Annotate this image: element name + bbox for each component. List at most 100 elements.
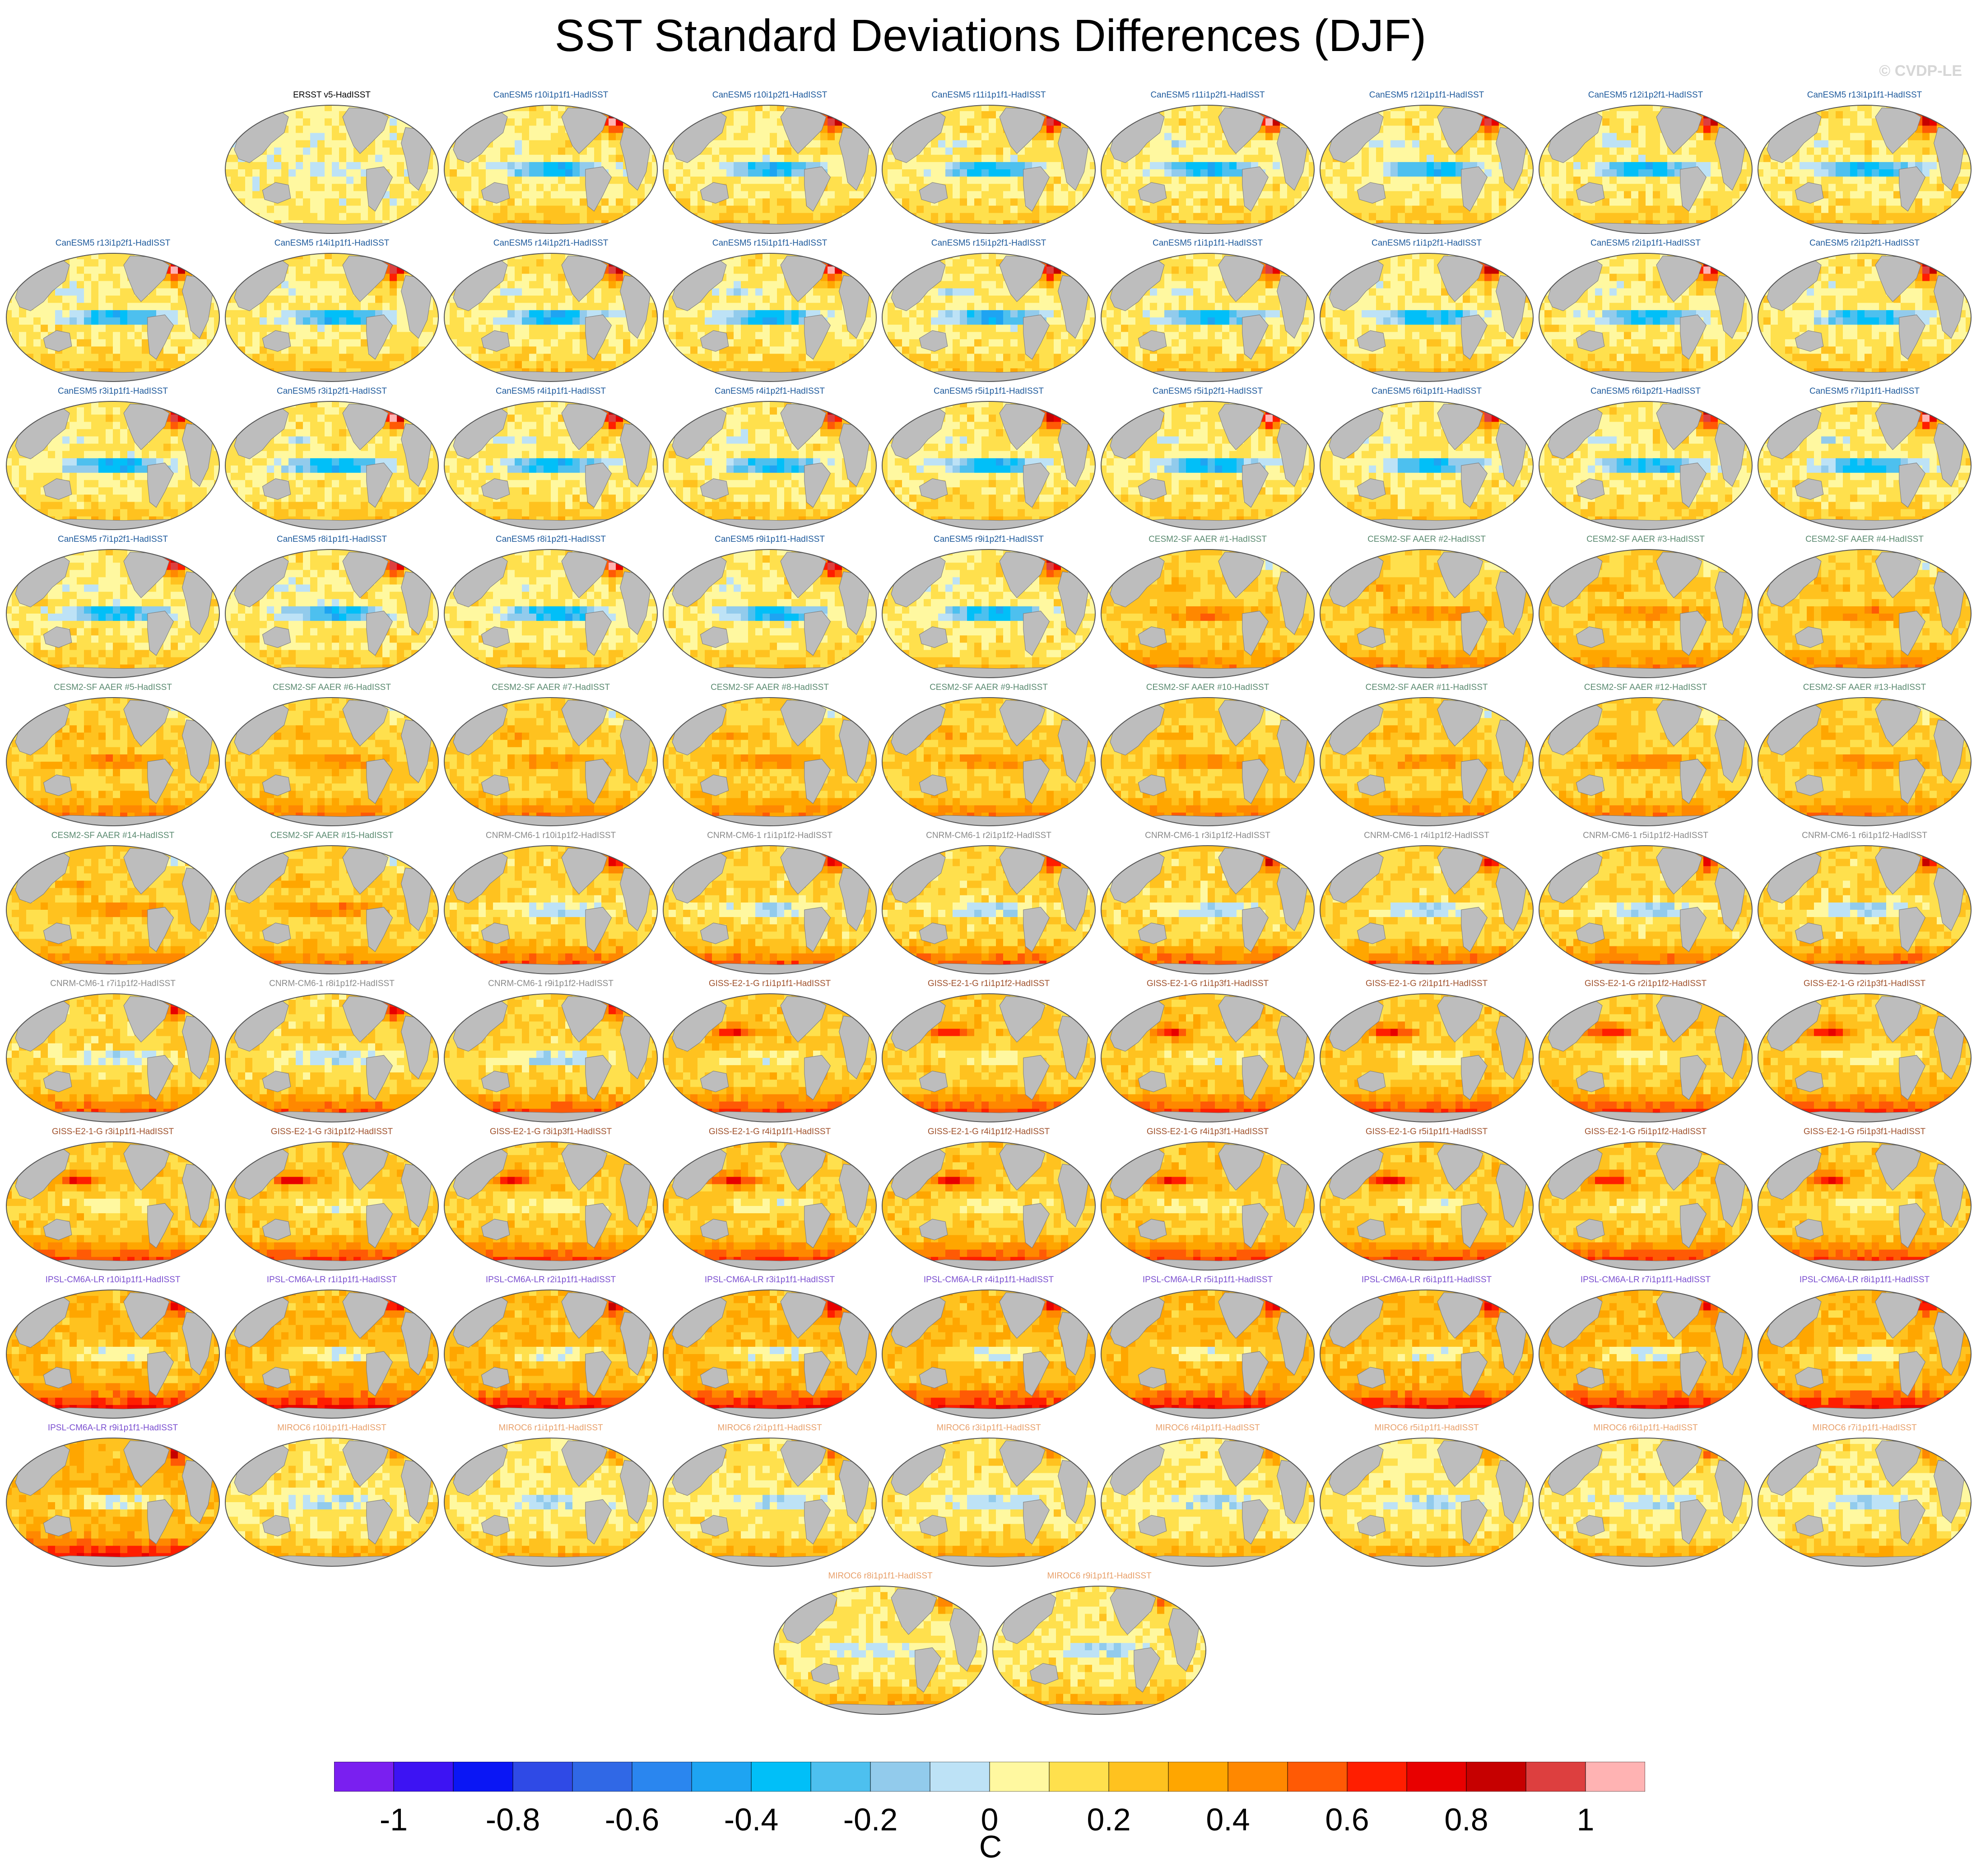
- sst-difference-map: [444, 1438, 658, 1567]
- panel-title: CESM2-SF AAER #11-HadISST: [1318, 683, 1535, 696]
- panel-title: IPSL-CM6A-LR r4i1p1f1-HadISST: [880, 1275, 1097, 1289]
- panel-title: CanESM5 r6i1p1f1-HadISST: [1318, 386, 1535, 400]
- figure-title: SST Standard Deviations Differences (DJF…: [0, 10, 1981, 62]
- panel-title: GISS-E2-1-G r5i1p1f2-HadISST: [1537, 1127, 1754, 1140]
- map-panel: CanESM5 r13i1p1f1-HadISST: [1756, 90, 1973, 235]
- sst-difference-map: [1101, 253, 1315, 382]
- colorbar-swatch: [1406, 1762, 1467, 1792]
- map-panel: GISS-E2-1-G r4i1p3f1-HadISST: [1099, 1127, 1316, 1271]
- panel-title: CESM2-SF AAER #10-HadISST: [1099, 683, 1316, 696]
- sst-difference-map: [1101, 697, 1315, 826]
- panel-title: MIROC6 r3i1p1f1-HadISST: [880, 1423, 1097, 1437]
- panel-title: CNRM-CM6-1 r4i1p1f2-HadISST: [1318, 831, 1535, 844]
- panel-title: CanESM5 r14i1p1f1-HadISST: [223, 238, 440, 252]
- sst-difference-map: [882, 253, 1096, 382]
- sst-difference-map: [1539, 105, 1753, 234]
- map-panel: CanESM5 r13i1p2f1-HadISST: [5, 238, 221, 383]
- map-panel: GISS-E2-1-G r2i1p3f1-HadISST: [1756, 979, 1973, 1123]
- map-panel: CanESM5 r2i1p1f1-HadISST: [1537, 238, 1754, 383]
- panel-title: CESM2-SF AAER #9-HadISST: [880, 683, 1097, 696]
- panel-title: CanESM5 r15i1p1f1-HadISST: [661, 238, 878, 252]
- sst-difference-map: [882, 845, 1096, 974]
- panel-title: GISS-E2-1-G r3i1p1f2-HadISST: [223, 1127, 440, 1140]
- map-panel: CESM2-SF AAER #3-HadISST: [1537, 535, 1754, 679]
- sst-difference-map: [1320, 105, 1534, 234]
- colorbar-swatch: [930, 1762, 990, 1792]
- panel-title: CanESM5 r13i1p2f1-HadISST: [5, 238, 221, 252]
- map-panel: MIROC6 r9i1p1f1-HadISST: [991, 1571, 1208, 1716]
- map-panel: MIROC6 r4i1p1f1-HadISST: [1099, 1423, 1316, 1568]
- panel-title: CanESM5 r11i1p1f1-HadISST: [880, 90, 1097, 104]
- colorbar-swatch: [989, 1762, 1050, 1792]
- map-panel: GISS-E2-1-G r5i1p3f1-HadISST: [1756, 1127, 1973, 1271]
- panel-title: GISS-E2-1-G r4i1p1f1-HadISST: [661, 1127, 878, 1140]
- panel-title: IPSL-CM6A-LR r7i1p1f1-HadISST: [1537, 1275, 1754, 1289]
- panel-title: GISS-E2-1-G r4i1p1f2-HadISST: [880, 1127, 1097, 1140]
- colorbar: [334, 1762, 1645, 1792]
- map-panel: IPSL-CM6A-LR r3i1p1f1-HadISST: [661, 1275, 878, 1420]
- panel-title: CanESM5 r8i1p2f1-HadISST: [442, 535, 659, 548]
- colorbar-tick-label: -0.2: [834, 1802, 907, 1838]
- sst-difference-map: [225, 993, 439, 1122]
- panel-title: CNRM-CM6-1 r7i1p1f2-HadISST: [5, 979, 221, 992]
- map-panel: CESM2-SF AAER #4-HadISST: [1756, 535, 1973, 679]
- map-panel: GISS-E2-1-G r3i1p1f1-HadISST: [5, 1127, 221, 1271]
- map-panel: GISS-E2-1-G r4i1p1f2-HadISST: [880, 1127, 1097, 1271]
- sst-difference-map: [1101, 993, 1315, 1122]
- map-panel: CanESM5 r10i1p2f1-HadISST: [661, 90, 878, 235]
- colorbar-swatch: [1228, 1762, 1288, 1792]
- sst-difference-map: [6, 1289, 220, 1419]
- map-panel: CESM2-SF AAER #2-HadISST: [1318, 535, 1535, 679]
- panel-title: IPSL-CM6A-LR r9i1p1f1-HadISST: [5, 1423, 221, 1437]
- sst-difference-map: [882, 697, 1096, 826]
- sst-difference-map: [1320, 549, 1534, 678]
- map-panel: CanESM5 r9i1p1f1-HadISST: [661, 535, 878, 679]
- colorbar-tick-label: -0.8: [477, 1802, 549, 1838]
- map-panel: CanESM5 r9i1p2f1-HadISST: [880, 535, 1097, 679]
- colorbar-tick-label: -0.4: [715, 1802, 787, 1838]
- sst-difference-map: [663, 549, 877, 678]
- sst-difference-map: [1539, 1289, 1753, 1419]
- sst-difference-map: [225, 1438, 439, 1567]
- panel-title: CanESM5 r7i1p1f1-HadISST: [1756, 386, 1973, 400]
- sst-difference-map: [225, 105, 439, 234]
- sst-difference-map: [225, 845, 439, 974]
- map-panel: CanESM5 r1i1p1f1-HadISST: [1099, 238, 1316, 383]
- colorbar-tick-label: 0.2: [1073, 1802, 1145, 1838]
- panel-title: CESM2-SF AAER #1-HadISST: [1099, 535, 1316, 548]
- map-panel: IPSL-CM6A-LR r10i1p1f1-HadISST: [5, 1275, 221, 1420]
- sst-difference-map: [1758, 401, 1972, 530]
- map-panel: CESM2-SF AAER #11-HadISST: [1318, 683, 1535, 827]
- map-panel: CanESM5 r14i1p2f1-HadISST: [442, 238, 659, 383]
- colorbar-swatch: [1466, 1762, 1526, 1792]
- sst-difference-map: [1758, 1289, 1972, 1419]
- panel-title: CESM2-SF AAER #8-HadISST: [661, 683, 878, 696]
- map-panel: CanESM5 r5i1p1f1-HadISST: [880, 386, 1097, 531]
- panel-title: IPSL-CM6A-LR r3i1p1f1-HadISST: [661, 1275, 878, 1289]
- sst-difference-map: [225, 549, 439, 678]
- panel-title: GISS-E2-1-G r2i1p1f1-HadISST: [1318, 979, 1535, 992]
- colorbar-units-label: C: [954, 1829, 1027, 1865]
- panel-title: CanESM5 r3i1p2f1-HadISST: [223, 386, 440, 400]
- map-panel: CESM2-SF AAER #15-HadISST: [223, 831, 440, 975]
- panel-title: GISS-E2-1-G r1i1p1f1-HadISST: [661, 979, 878, 992]
- sst-difference-map: [444, 105, 658, 234]
- map-panel: CanESM5 r5i1p2f1-HadISST: [1099, 386, 1316, 531]
- sst-difference-map: [1101, 1141, 1315, 1271]
- map-panel: CESM2-SF AAER #1-HadISST: [1099, 535, 1316, 679]
- panel-title: CNRM-CM6-1 r2i1p1f2-HadISST: [880, 831, 1097, 844]
- panel-title: CESM2-SF AAER #13-HadISST: [1756, 683, 1973, 696]
- sst-difference-map: [773, 1586, 987, 1715]
- panel-title: GISS-E2-1-G r5i1p1f1-HadISST: [1318, 1127, 1535, 1140]
- map-panel: MIROC6 r1i1p1f1-HadISST: [442, 1423, 659, 1568]
- panel-title: CESM2-SF AAER #2-HadISST: [1318, 535, 1535, 548]
- panel-title: CESM2-SF AAER #6-HadISST: [223, 683, 440, 696]
- sst-difference-map: [444, 253, 658, 382]
- sst-difference-map: [663, 401, 877, 530]
- map-panel: CanESM5 r3i1p2f1-HadISST: [223, 386, 440, 531]
- map-panel: CNRM-CM6-1 r6i1p1f2-HadISST: [1756, 831, 1973, 975]
- map-panel: CanESM5 r8i1p2f1-HadISST: [442, 535, 659, 679]
- sst-difference-map: [882, 1289, 1096, 1419]
- colorbar-swatch: [572, 1762, 632, 1792]
- map-panel: CanESM5 r1i1p2f1-HadISST: [1318, 238, 1535, 383]
